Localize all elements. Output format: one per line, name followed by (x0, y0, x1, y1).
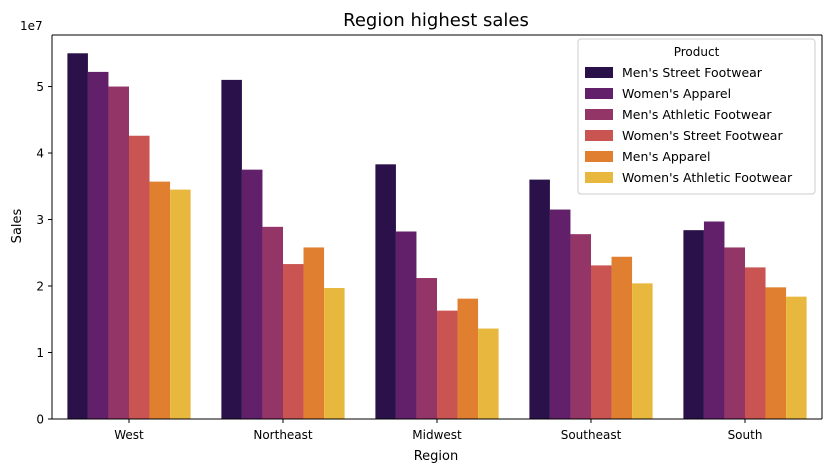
x-axis-label: Region (414, 449, 459, 464)
bar (457, 298, 479, 419)
legend-swatch (585, 151, 613, 162)
legend-label: Women's Athletic Footwear (622, 170, 793, 185)
bar (724, 247, 745, 419)
chart-title: Region highest sales (343, 10, 529, 31)
bar (67, 53, 88, 419)
bar (283, 264, 304, 419)
bar (87, 71, 109, 420)
x-tick-label: Northeast (253, 428, 313, 442)
bar (241, 169, 263, 419)
bar (745, 267, 766, 419)
y-tick-label: 3 (36, 213, 44, 227)
bar (703, 221, 725, 419)
legend-label: Men's Street Footwear (622, 65, 763, 80)
bar (632, 283, 653, 419)
bar (611, 256, 633, 419)
bar (375, 164, 396, 419)
bar (221, 79, 242, 419)
y-tick-label: 1 (36, 346, 44, 360)
bar (478, 328, 499, 419)
bar (683, 230, 704, 419)
bar (149, 181, 171, 419)
x-tick-label: Southeast (561, 428, 622, 442)
bar (437, 310, 458, 419)
legend-swatch (585, 109, 613, 120)
bar (303, 247, 325, 419)
legend-label: Men's Athletic Footwear (622, 107, 772, 122)
bar (395, 231, 417, 419)
bar (529, 179, 550, 419)
bar (262, 226, 283, 419)
y-tick-label: 2 (36, 280, 44, 294)
x-tick-label: South (728, 428, 763, 442)
bar (170, 189, 191, 419)
bar (570, 234, 591, 419)
bar (765, 287, 787, 419)
legend: Product Men's Street Footwear Women's Appa… (577, 38, 816, 195)
x-tick-label: Midwest (412, 428, 462, 442)
legend-swatch (585, 88, 613, 99)
bar (591, 265, 612, 419)
bar (786, 296, 807, 419)
y-tick-label: 0 (36, 413, 44, 427)
bar (416, 278, 437, 419)
y-axis-multiplier: 1e7 (20, 19, 43, 33)
legend-swatch (585, 130, 613, 141)
legend-label: Men's Apparel (622, 149, 710, 164)
legend-title: Product (674, 45, 720, 59)
legend-label: Women's Apparel (622, 86, 731, 101)
bar (129, 135, 150, 420)
y-tick-label: 4 (36, 147, 44, 161)
bar (108, 86, 129, 419)
y-tick-label: 5 (36, 80, 44, 94)
legend-swatch (585, 67, 613, 78)
legend-frame (577, 38, 816, 195)
x-tick-label: West (114, 428, 144, 442)
y-axis-label: Sales (10, 208, 25, 243)
bar (549, 209, 571, 419)
legend-label: Women's Street Footwear (622, 128, 783, 143)
bar (324, 288, 345, 419)
legend-swatch (585, 172, 613, 183)
